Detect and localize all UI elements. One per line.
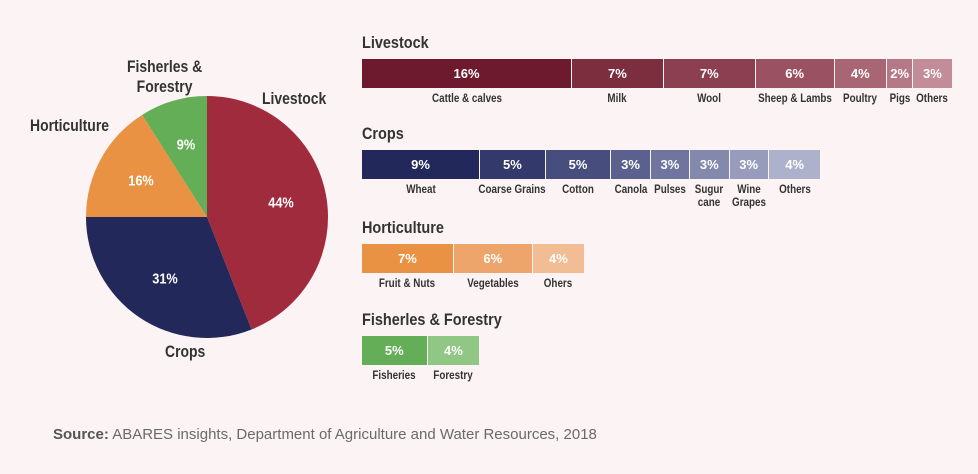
- bar-segment: 9% Wheat: [362, 150, 481, 196]
- bar-segment: 5% Cotton: [545, 150, 612, 196]
- pie-category-label: Fisherles & Forestry: [127, 57, 203, 96]
- bar-segment: 6% Vegetables: [453, 244, 533, 290]
- bar-segment: 4% Poultry: [834, 59, 887, 105]
- source-text: ABARES insights, Department of Agricultu…: [108, 426, 597, 443]
- bar-segment-label: Pigs: [889, 91, 911, 105]
- bar-segment-value: 5%: [384, 343, 404, 358]
- bar-group-title: Crops: [362, 124, 404, 143]
- bar-segment: 3% Others: [913, 59, 953, 105]
- bar-segment: 3% Wine Grapes: [729, 150, 769, 209]
- bar-segment-value: 3%: [739, 157, 759, 172]
- pie-value-label: 9%: [176, 136, 196, 154]
- bar-segment: 5% Coarse Grains: [479, 150, 546, 196]
- bar-segment-value: 9%: [411, 157, 430, 172]
- bar-segment-label: Coarse Grains: [478, 182, 547, 196]
- bar-segment-label: Wheat: [405, 182, 436, 196]
- bar-segment-label: Pulses: [654, 182, 686, 196]
- bar-segment-value: 3%: [621, 157, 640, 172]
- bar-segment-label: Vegetables: [467, 276, 519, 290]
- bar-segment-label: Poultry: [843, 91, 878, 105]
- bar-segment: 5% Fisheries: [362, 336, 428, 382]
- bar-segment-label: Wool: [697, 91, 722, 105]
- bar-segment-label: Forestry: [433, 368, 474, 382]
- pie-slice-fisherles-forestry: [142, 96, 207, 217]
- pie-slice-crops: [86, 217, 252, 338]
- bar-segment: 7% Wool: [663, 59, 756, 105]
- stacked-bar: 9% Wheat 5% Coarse Grains 5% Cotton 3% Canola 3%…: [362, 150, 822, 209]
- bar-segment-value: 6%: [785, 66, 805, 81]
- bar-segment: 7% Fruit & Nuts: [362, 244, 454, 290]
- pie-chart: [86, 96, 329, 338]
- bar-segment-label: Others: [778, 182, 811, 196]
- pie-value-label: 31%: [152, 270, 178, 288]
- bar-segment: 4% Others: [768, 150, 822, 196]
- bar-group-fisherles-forestry: Fisherles & Forestry 5% Fisheries 4% Forestr…: [362, 309, 526, 382]
- bar-segment: 3% Pulses: [650, 150, 691, 196]
- bar-group-horticulture: Horticulture 7% Fruit & Nuts 6% Vegetables 4%…: [362, 217, 586, 290]
- stacked-bar: 16% Cattle & calves 7% Milk 7% Wool 6% Sheep & …: [362, 59, 953, 105]
- bar-segment-value: 5%: [568, 157, 588, 172]
- bar-segment-value: 6%: [483, 251, 503, 266]
- bar-segment-label: Sugur cane: [695, 182, 724, 209]
- bar-segment-label: Milk: [607, 91, 628, 105]
- source-prefix: Source:: [53, 426, 109, 443]
- bar-segment-value: 3%: [699, 157, 719, 172]
- pie-value-label: 16%: [128, 172, 155, 190]
- bar-segment-value: 5%: [503, 157, 522, 172]
- bar-group-title: Horticulture: [362, 218, 444, 237]
- bar-segment-value: 3%: [923, 66, 942, 81]
- bar-segment-value: 7%: [398, 251, 417, 266]
- bar-segment-label: Cattle & calves: [431, 91, 502, 105]
- bar-segment: 3% Sugur cane: [690, 150, 730, 209]
- bar-segment: 2% Pigs: [887, 59, 914, 105]
- bar-segment: 6% Sheep & Lambs: [755, 59, 835, 105]
- bar-segment: 4% Forestry: [427, 336, 481, 382]
- bar-segment-value: 7%: [699, 66, 719, 81]
- bar-segment-value: 7%: [608, 66, 627, 81]
- bar-segment: 3% Canola: [611, 150, 651, 196]
- pie-category-label: Horticulture: [30, 116, 110, 135]
- bar-segment-label: Sheep & Lambs: [757, 91, 832, 105]
- pie-category-label: Livestock: [262, 89, 327, 108]
- bar-segment: 4% Ohers: [532, 244, 586, 290]
- stacked-bar: 7% Fruit & Nuts 6% Vegetables 4% Ohers: [362, 244, 586, 290]
- bar-group-title: Livestock: [362, 33, 429, 52]
- bar-segment: 7% Milk: [572, 59, 664, 105]
- pie-slice-livestock: [207, 96, 329, 330]
- pie-slice-horticulture: [86, 114, 207, 217]
- bar-segment-value: 3%: [660, 157, 680, 172]
- bar-group-crops: Crops 9% Wheat 5% Coarse Grains 5% Cotton 3% Can…: [362, 123, 822, 209]
- bar-segment-value: 2%: [890, 66, 910, 81]
- bar-segment-value: 4%: [785, 157, 805, 172]
- bar-segment-label: Fruit & Nuts: [379, 276, 436, 290]
- bar-segment-value: 4%: [850, 66, 870, 81]
- source-note: Source: ABARES insights, Department of A…: [53, 426, 597, 443]
- bar-segment-label: Wine Grapes: [731, 182, 766, 209]
- bar-segment-value: 4%: [548, 251, 568, 266]
- bar-group-livestock: Livestock 16% Cattle & calves 7% Milk 7% Wool 6…: [362, 32, 953, 105]
- stacked-bar: 5% Fisheries 4% Forestry: [362, 336, 526, 382]
- bar-segment-label: Cotton: [562, 182, 594, 196]
- pie-category-label: Crops: [165, 342, 206, 361]
- bar-group-title: Fisherles & Forestry: [362, 310, 502, 329]
- bar-segment-label: Ohers: [544, 276, 573, 290]
- bar-segment-label: Fisheries: [372, 368, 416, 382]
- bar-segment-label: Canola: [614, 182, 647, 196]
- bar-segment-value: 16%: [453, 66, 480, 81]
- bar-segment: 16% Cattle & calves: [362, 59, 572, 105]
- pie-value-label: 44%: [267, 194, 294, 212]
- bar-segment-label: Others: [916, 91, 949, 105]
- bar-segment-value: 4%: [443, 343, 463, 358]
